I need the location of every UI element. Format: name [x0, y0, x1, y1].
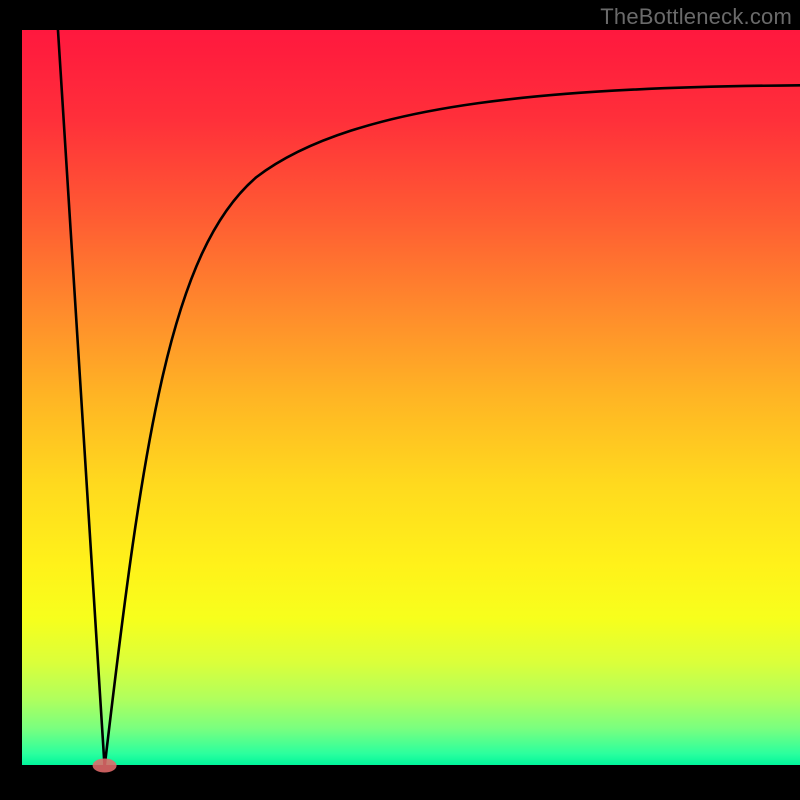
watermark-text: TheBottleneck.com [600, 4, 792, 30]
chart-svg [0, 0, 800, 800]
gradient-background [22, 30, 800, 765]
optimum-marker [93, 759, 117, 773]
bottleneck-chart: TheBottleneck.com [0, 0, 800, 800]
